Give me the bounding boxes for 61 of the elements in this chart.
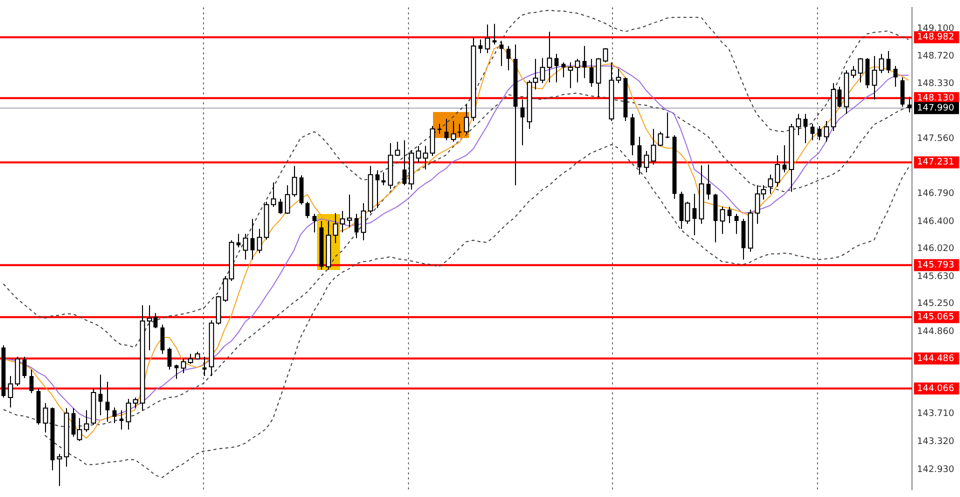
candlestick bbox=[444, 118, 449, 141]
ref-line-label: 147.990 bbox=[917, 103, 954, 114]
ref-line-label: 148.982 bbox=[917, 32, 954, 43]
candlestick bbox=[354, 213, 359, 239]
y-tick-label: 143.320 bbox=[917, 437, 954, 448]
candlestick bbox=[29, 369, 34, 394]
candlestick bbox=[457, 123, 462, 138]
ref-line-label: 147.231 bbox=[917, 158, 954, 168]
candlestick bbox=[478, 39, 483, 54]
y-tick-label: 143.710 bbox=[917, 409, 954, 420]
candlestick bbox=[782, 144, 787, 173]
y-tick-label: 146.400 bbox=[917, 217, 954, 228]
y-tick-label: 148.720 bbox=[917, 51, 954, 62]
candlestick bbox=[665, 112, 670, 139]
candlestick bbox=[236, 233, 241, 248]
y-tick-label: 144.860 bbox=[917, 327, 954, 338]
y-tick-label: 147.560 bbox=[917, 134, 954, 144]
y-tick-label: 146.790 bbox=[917, 189, 954, 200]
candlestick bbox=[907, 96, 912, 113]
candlestick bbox=[499, 41, 504, 66]
y-tick-label: 146.020 bbox=[917, 244, 954, 254]
y-tick-label: 142.930 bbox=[917, 464, 954, 475]
candlestick bbox=[520, 99, 525, 146]
ref-line-label: 148.130 bbox=[917, 93, 954, 104]
candlestick bbox=[22, 356, 27, 379]
candlestick bbox=[305, 201, 310, 219]
candlestick bbox=[637, 136, 642, 176]
candlestick bbox=[437, 123, 442, 134]
candlestick bbox=[160, 324, 165, 354]
candlestick bbox=[402, 140, 407, 186]
candlestick bbox=[582, 45, 587, 79]
candlestick bbox=[167, 346, 172, 370]
candlestick bbox=[886, 50, 891, 74]
candlestick bbox=[893, 65, 898, 88]
y-tick-label: 145.250 bbox=[917, 299, 954, 310]
line-series bbox=[2, 10, 910, 348]
candlestick bbox=[817, 125, 822, 141]
candlestick bbox=[312, 213, 317, 233]
candlestick bbox=[506, 45, 511, 71]
candlestick bbox=[105, 381, 110, 422]
candlestick bbox=[589, 58, 594, 88]
candlestick bbox=[810, 123, 815, 141]
ref-line-label: 145.793 bbox=[917, 260, 954, 270]
candlestick bbox=[692, 193, 697, 236]
candlestick bbox=[734, 213, 739, 234]
ref-line-label: 144.066 bbox=[917, 384, 954, 394]
candlestick bbox=[278, 198, 283, 214]
candlestick bbox=[561, 62, 566, 78]
candlestick bbox=[727, 206, 732, 224]
candlestick bbox=[706, 164, 711, 200]
candlestick bbox=[803, 113, 808, 144]
candlestick bbox=[112, 406, 117, 424]
candlestick bbox=[554, 53, 559, 83]
ref-line-label: 144.486 bbox=[917, 354, 954, 364]
y-tick-label: 148.330 bbox=[917, 79, 954, 90]
ref-line-label: 145.065 bbox=[917, 312, 954, 322]
candlestick bbox=[250, 218, 255, 260]
y-tick-label: 145.630 bbox=[917, 272, 954, 282]
line-series bbox=[44, 144, 910, 478]
candlestick bbox=[98, 374, 103, 416]
candlestick bbox=[375, 170, 380, 209]
